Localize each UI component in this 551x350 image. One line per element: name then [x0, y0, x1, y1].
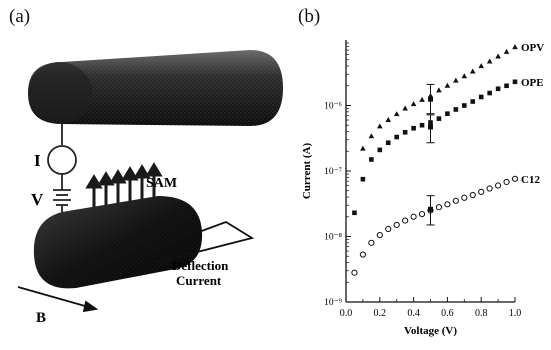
data-point [495, 53, 501, 59]
data-point [512, 79, 518, 85]
data-point [478, 94, 484, 100]
voltage-label: V [31, 190, 44, 209]
data-point [469, 191, 476, 199]
data-point [512, 44, 518, 50]
data-point [359, 251, 367, 258]
chart-ticks: 0.0 0.2 0.4 0.6 0.8 1.0 10⁻⁹ 10⁻⁸ 10⁻⁷ 10⁻⁶ [324, 42, 522, 319]
data-point [393, 111, 400, 117]
error-bar-center [428, 124, 433, 130]
data-point [385, 225, 392, 233]
deflection-label-line2: Current [176, 273, 222, 288]
panel-label-b: (b) [298, 6, 321, 27]
data-point [368, 133, 375, 139]
x-tick-label: 0.6 [441, 308, 454, 319]
data-point [461, 194, 468, 201]
x-tick-label: 0.8 [475, 308, 488, 319]
data-point [503, 178, 510, 186]
chart-labels: Voltage (V) Current (A) [301, 143, 457, 337]
data-point [470, 99, 476, 104]
y-tick-label: 10⁻⁷ [324, 167, 342, 177]
deflection-label-line1: Deflection [172, 258, 229, 273]
series-ope: OPE [352, 77, 544, 216]
data-point [478, 63, 484, 69]
deflection-current-path [156, 221, 255, 267]
data-point [495, 182, 502, 189]
chart-series: OPV OPE C12 [351, 42, 544, 276]
series-opv: OPV [360, 42, 544, 151]
data-point [402, 105, 408, 111]
sam-label: SAM [146, 176, 177, 191]
series-label: OPE [521, 77, 544, 89]
y-tick-label: 10⁻⁹ [324, 298, 343, 308]
y-axis-label: Current (A) [301, 143, 313, 200]
data-point [444, 82, 451, 88]
data-point [503, 48, 510, 54]
y-tick-label: 10⁻⁸ [324, 233, 342, 243]
data-point [444, 201, 451, 208]
iv-chart: 0.0 0.2 0.4 0.6 0.8 1.010⁻⁹10⁻⁸10⁻⁷10⁻⁶ OPVOP… [301, 40, 544, 337]
data-point [419, 96, 425, 102]
x-tick-label: 0.4 [407, 308, 420, 319]
data-point [360, 176, 366, 182]
y-tick-label: 10⁻⁶ [324, 102, 342, 112]
data-point [487, 90, 492, 96]
data-point [453, 107, 459, 112]
x-tick-label: 0.0 [340, 308, 353, 319]
data-point [385, 117, 392, 123]
x-tick-label: 0.2 [374, 308, 387, 319]
data-point [410, 101, 417, 107]
data-point [486, 185, 493, 192]
crossed-wire-diagram: I V SAM Deflection Current B [17, 50, 283, 326]
data-point [495, 86, 501, 92]
data-point [504, 83, 509, 89]
data-point [469, 68, 476, 74]
series-c12: C12 [351, 174, 540, 276]
data-point [402, 217, 409, 224]
field-arrow [17, 286, 99, 313]
data-point [368, 239, 375, 246]
data-point [462, 103, 467, 108]
series-label: OPV [521, 42, 544, 54]
data-point [393, 221, 400, 229]
x-axis-label: Voltage (V) [404, 325, 457, 337]
data-point [394, 134, 399, 140]
data-point [360, 145, 366, 151]
data-point [436, 116, 442, 121]
data-point [461, 73, 468, 79]
data-point [452, 197, 459, 204]
current-label: I [34, 151, 41, 170]
data-point [402, 129, 408, 135]
top-wire [28, 50, 283, 126]
field-label: B [36, 310, 46, 326]
data-point [453, 77, 459, 83]
panel-label-a: (a) [9, 6, 31, 27]
data-point [352, 210, 357, 216]
data-point [419, 122, 425, 128]
data-point [369, 157, 374, 162]
data-point [435, 204, 443, 211]
data-point [445, 111, 450, 116]
error-bar-center [428, 96, 433, 102]
data-point [418, 210, 426, 218]
data-point [385, 140, 391, 146]
data-point [486, 58, 493, 64]
data-point [377, 147, 383, 153]
data-point [478, 188, 485, 195]
data-point [351, 269, 358, 276]
data-point [377, 123, 383, 129]
data-point [376, 232, 383, 239]
data-point [436, 87, 442, 93]
series-label: C12 [521, 174, 540, 186]
chart-axes [345, 40, 515, 303]
data-point [511, 175, 519, 182]
x-tick-label: 1.0 [509, 308, 522, 319]
error-bar-center [428, 206, 433, 212]
data-point [411, 125, 416, 131]
bottom-wire [33, 196, 203, 289]
data-point [410, 213, 417, 220]
